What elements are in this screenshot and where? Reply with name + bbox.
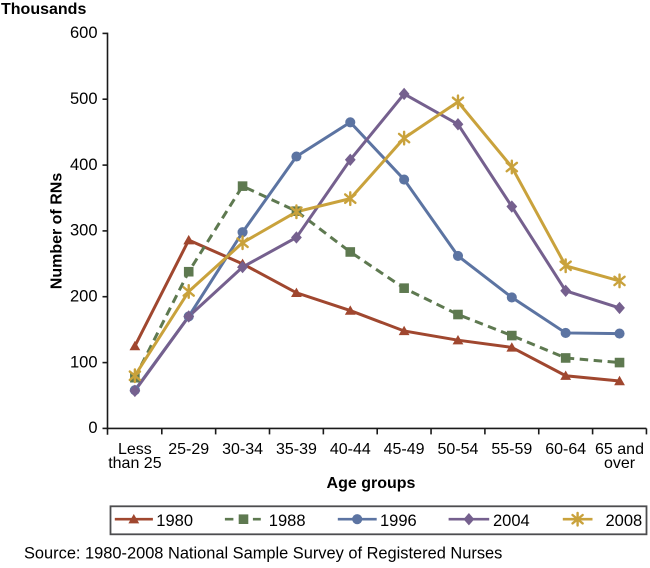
svg-text:Less: Less — [118, 441, 152, 458]
svg-text:2008: 2008 — [606, 512, 643, 530]
svg-text:100: 100 — [70, 353, 98, 371]
svg-text:Source: 1980-2008 National Sam: Source: 1980-2008 National Sample Survey… — [24, 545, 502, 563]
svg-text:45-49: 45-49 — [384, 441, 425, 458]
svg-text:Number of RNs: Number of RNs — [49, 173, 66, 290]
svg-text:500: 500 — [70, 90, 98, 108]
svg-text:1988: 1988 — [269, 512, 306, 530]
svg-text:Age groups: Age groups — [327, 475, 416, 492]
svg-text:0: 0 — [88, 419, 97, 437]
svg-text:50-54: 50-54 — [438, 441, 479, 458]
svg-text:1980: 1980 — [156, 512, 193, 530]
svg-text:25-29: 25-29 — [168, 441, 209, 458]
svg-text:55-59: 55-59 — [491, 441, 532, 458]
svg-text:65 and: 65 and — [595, 441, 644, 458]
svg-text:than 25: than 25 — [108, 455, 161, 472]
svg-text:300: 300 — [70, 222, 98, 240]
svg-text:over: over — [604, 455, 636, 472]
svg-text:200: 200 — [70, 288, 98, 306]
svg-text:60-64: 60-64 — [545, 441, 586, 458]
svg-text:30-34: 30-34 — [222, 441, 263, 458]
svg-text:2004: 2004 — [493, 512, 530, 530]
svg-text:35-39: 35-39 — [276, 441, 317, 458]
svg-text:Thousands: Thousands — [1, 1, 86, 18]
svg-text:1996: 1996 — [380, 512, 417, 530]
svg-text:600: 600 — [70, 24, 98, 42]
svg-text:40-44: 40-44 — [330, 441, 371, 458]
svg-text:400: 400 — [70, 156, 98, 174]
